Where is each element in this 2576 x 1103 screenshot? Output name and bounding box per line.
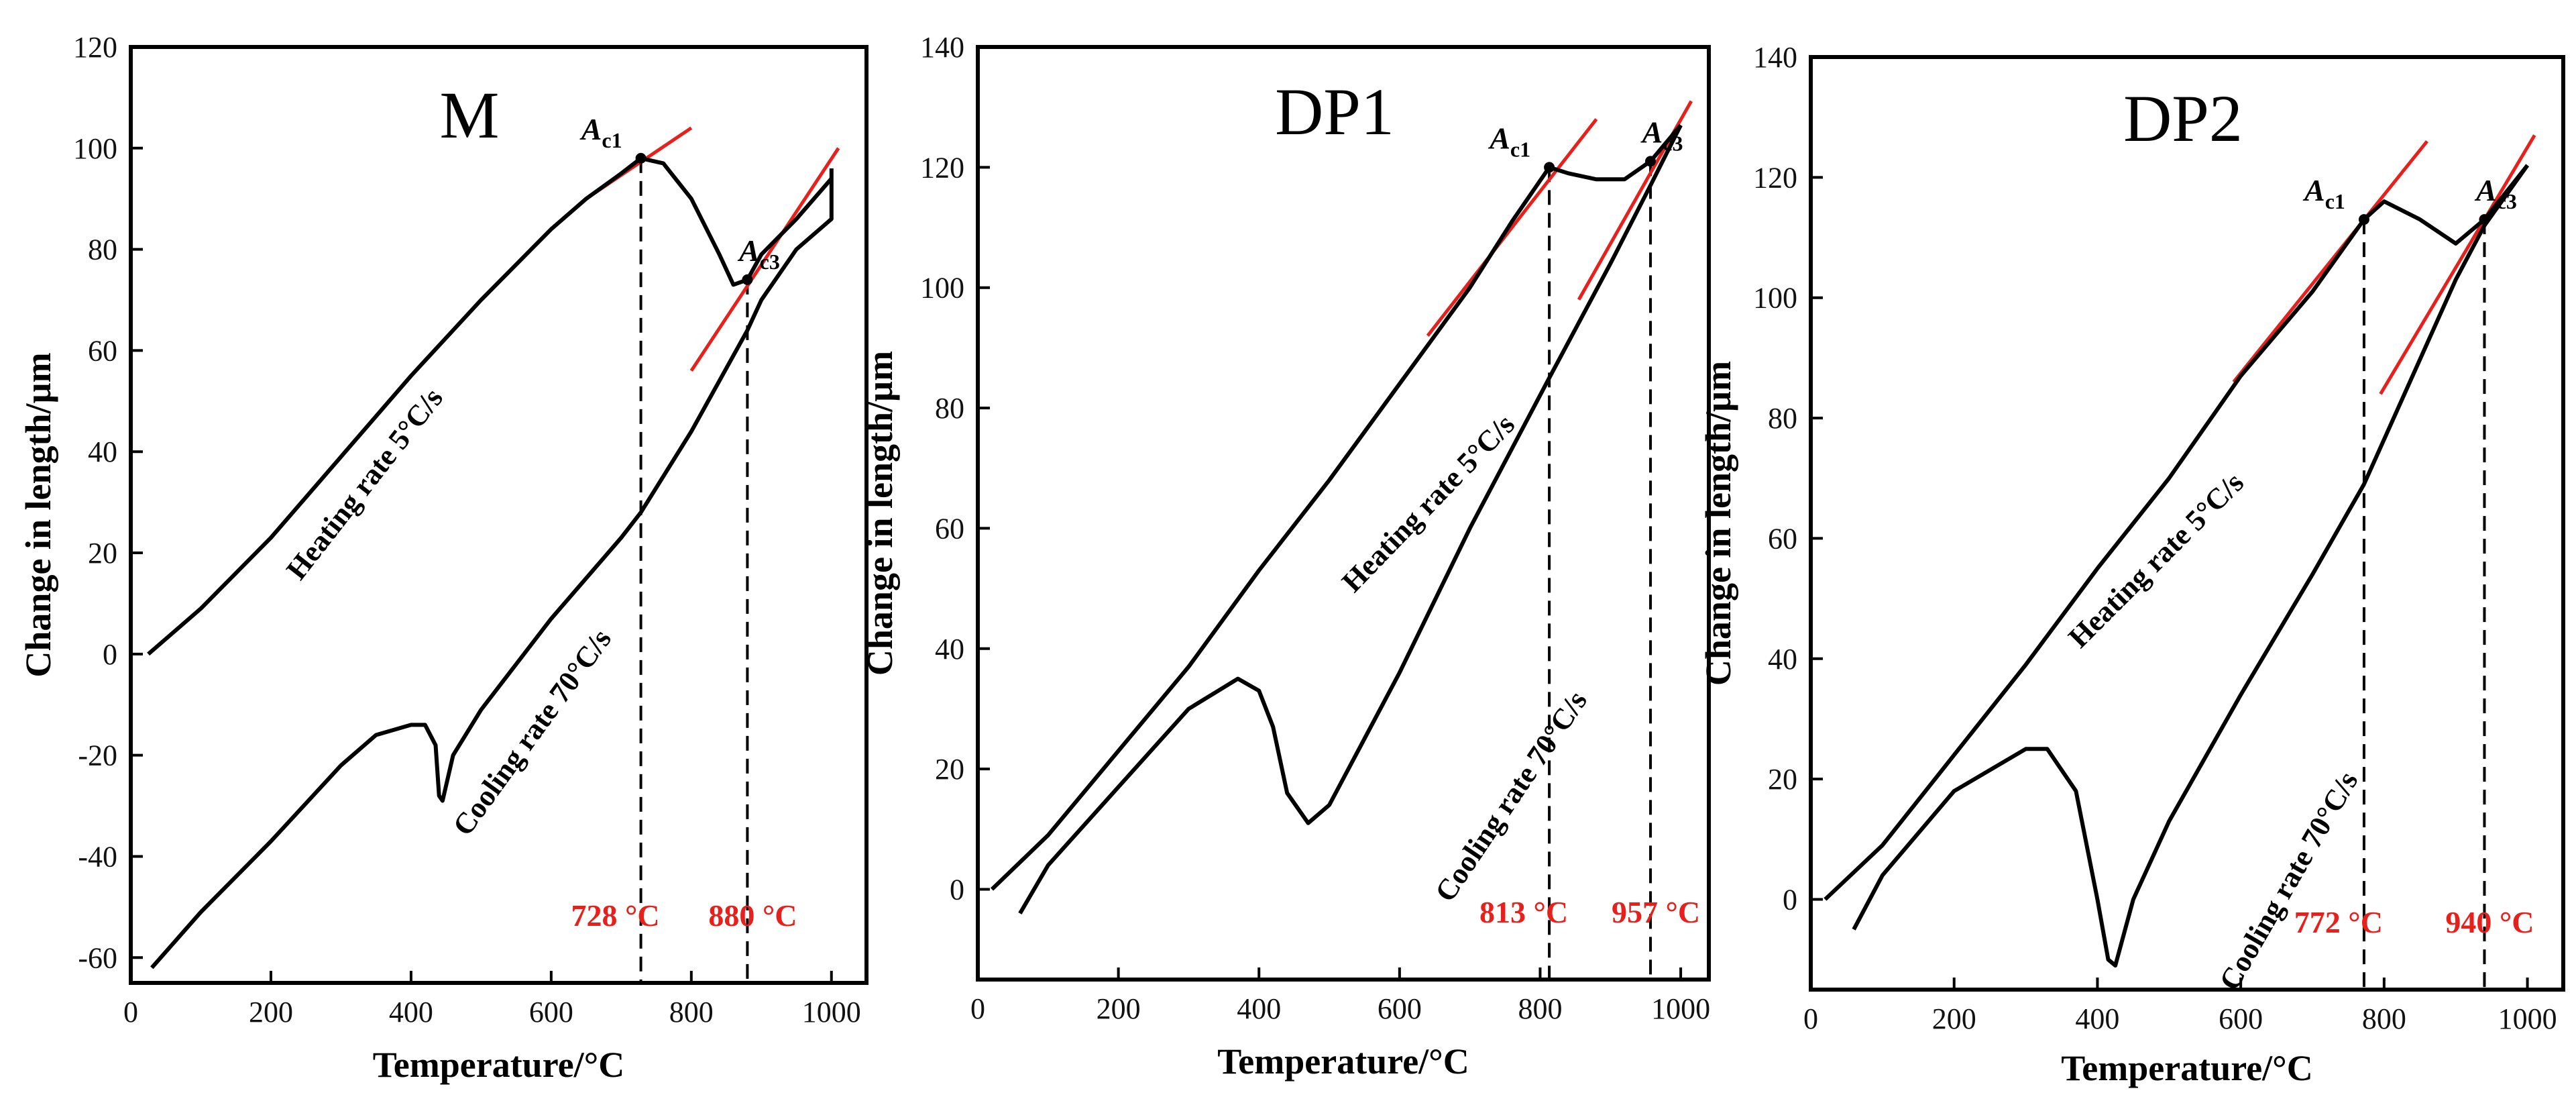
cooling-curve bbox=[150, 168, 834, 969]
ac3-label: Ac3 bbox=[1640, 115, 1683, 155]
cooling-rate-label: Cooling rate 70°C/s bbox=[1429, 685, 1593, 908]
y-tick-label: 120 bbox=[920, 151, 964, 184]
x-tick-label: 800 bbox=[2362, 1002, 2406, 1035]
x-tick-label: 400 bbox=[2075, 1002, 2119, 1035]
ac3-label-subscript: c3 bbox=[1663, 131, 1683, 155]
y-axis-title: Change in length/µm bbox=[1698, 361, 1738, 686]
ac1-temperature-label: 728 °C bbox=[571, 898, 659, 933]
y-tick-label: 60 bbox=[935, 512, 964, 545]
cooling-rate-label: Cooling rate 70°C/s bbox=[447, 623, 618, 842]
x-tick-label: 400 bbox=[389, 996, 433, 1029]
x-tick-label: 800 bbox=[1518, 992, 1562, 1025]
x-tick-label: 800 bbox=[669, 996, 714, 1029]
ac1-point bbox=[2358, 214, 2369, 225]
y-tick-label: -40 bbox=[78, 840, 117, 873]
x-tick-label: 600 bbox=[529, 996, 573, 1029]
y-tick-label: 100 bbox=[920, 272, 964, 305]
y-tick-label: 100 bbox=[73, 132, 117, 165]
y-tick-label: -60 bbox=[78, 941, 117, 974]
x-tick-label: 200 bbox=[1097, 992, 1141, 1025]
cooling-curve bbox=[1852, 164, 2530, 968]
panel-dp1: 0 200 400 600 800 1000 0 20 40 60 80 100 120 140 Tempe… bbox=[860, 31, 1711, 1082]
x-axis-title: Temperature/°C bbox=[1217, 1041, 1469, 1082]
panel-dp2: 0 200 400 600 800 1000 0 20 40 60 80 100 120 140 Tempe… bbox=[1698, 41, 2565, 1088]
ac3-label-subscript: c3 bbox=[760, 250, 780, 274]
tangent-line-1 bbox=[2232, 140, 2428, 383]
ac3-temperature-label: 957 °C bbox=[1612, 895, 1700, 929]
y-axis-title: Change in length/µm bbox=[860, 351, 900, 676]
ac3-label: Ac3 bbox=[2474, 173, 2517, 213]
cooling-rate-label: Cooling rate 70°C/s bbox=[2213, 766, 2364, 996]
y-tick-label: 80 bbox=[1768, 402, 1797, 435]
y-tick-label: 40 bbox=[88, 435, 117, 468]
panel-title: DP2 bbox=[2123, 81, 2243, 156]
x-tick-label: 600 bbox=[1378, 992, 1422, 1025]
y-tick-label: 40 bbox=[1768, 643, 1797, 676]
y-tick-label: 20 bbox=[88, 537, 117, 570]
ac3-point bbox=[1645, 156, 1657, 167]
x-axis-title: Temperature/°C bbox=[373, 1045, 625, 1085]
panel-m: 0 200 400 600 800 1000 -60 -40 -20 0 20 40 60 80 100 12… bbox=[18, 31, 869, 1085]
heating-curve bbox=[990, 123, 1683, 891]
y-axis-title: Change in length/µm bbox=[18, 352, 58, 677]
x-tick-label: 200 bbox=[249, 996, 293, 1029]
y-tick-label: 120 bbox=[1753, 161, 1797, 194]
heating-rate-label: Heating rate 5°C/s bbox=[280, 382, 449, 586]
ac1-temperature-label: 813 °C bbox=[1479, 895, 1568, 929]
y-tick-label: 80 bbox=[88, 233, 117, 266]
x-tick-label: 1000 bbox=[1651, 992, 1710, 1025]
ac1-label: Ac1 bbox=[2302, 173, 2345, 213]
ac3-temperature-label: 880 °C bbox=[708, 898, 797, 933]
y-tick-label: 20 bbox=[935, 753, 964, 786]
plot-frame bbox=[1809, 55, 2565, 992]
x-tick-label: 1000 bbox=[2498, 1002, 2557, 1035]
y-tick-label: 140 bbox=[920, 31, 964, 64]
x-tick-label: 600 bbox=[2219, 1002, 2263, 1035]
ac3-point bbox=[2479, 214, 2490, 225]
tangent-line-2 bbox=[689, 147, 840, 372]
plot-frame bbox=[129, 45, 869, 985]
ac3-label-subscript: c3 bbox=[2497, 189, 2517, 213]
ac1-point bbox=[1544, 162, 1555, 173]
x-tick-label: 400 bbox=[1237, 992, 1281, 1025]
x-axis-title: Temperature/°C bbox=[2061, 1048, 2313, 1088]
heating-curve bbox=[147, 156, 834, 656]
y-tick-label: 120 bbox=[73, 31, 117, 64]
x-tick-label: 200 bbox=[1932, 1002, 1976, 1035]
ac1-label-subscript: c1 bbox=[2325, 189, 2345, 213]
y-tick-label: 0 bbox=[950, 873, 964, 906]
ac1-point bbox=[635, 152, 647, 164]
ac1-label-subscript: c1 bbox=[602, 128, 622, 152]
y-tick-label: -20 bbox=[78, 739, 117, 772]
panel-title: DP1 bbox=[1275, 74, 1394, 149]
ac1-label: Ac1 bbox=[579, 112, 622, 152]
tangent-line-2 bbox=[2379, 134, 2536, 395]
ac1-label: Ac1 bbox=[1488, 121, 1530, 161]
y-tick-label: 60 bbox=[88, 334, 117, 367]
y-tick-label: 0 bbox=[1783, 883, 1797, 916]
y-tick-label: 100 bbox=[1753, 282, 1797, 315]
heating-curve bbox=[1824, 164, 2529, 901]
y-tick-label: 60 bbox=[1768, 522, 1797, 555]
panel-title: M bbox=[440, 78, 500, 152]
tangent-line-1 bbox=[1426, 118, 1598, 337]
x-tick-label: 1000 bbox=[802, 996, 861, 1029]
ac1-temperature-label: 772 °C bbox=[2294, 905, 2383, 939]
y-tick-label: 40 bbox=[935, 633, 964, 666]
y-tick-label: 80 bbox=[935, 392, 964, 425]
y-tick-label: 140 bbox=[1753, 41, 1797, 74]
ac1-label-subscript: c1 bbox=[1510, 137, 1530, 161]
ac3-temperature-label: 940 °C bbox=[2445, 905, 2534, 939]
plot-frame bbox=[976, 45, 1711, 982]
cooling-curve bbox=[1018, 124, 1683, 914]
x-tick-label: 0 bbox=[970, 992, 985, 1025]
x-tick-label: 0 bbox=[1803, 1002, 1818, 1035]
y-tick-label: 0 bbox=[103, 638, 117, 671]
ac3-point bbox=[742, 274, 753, 285]
x-tick-label: 0 bbox=[123, 996, 138, 1029]
y-tick-label: 20 bbox=[1768, 763, 1797, 796]
